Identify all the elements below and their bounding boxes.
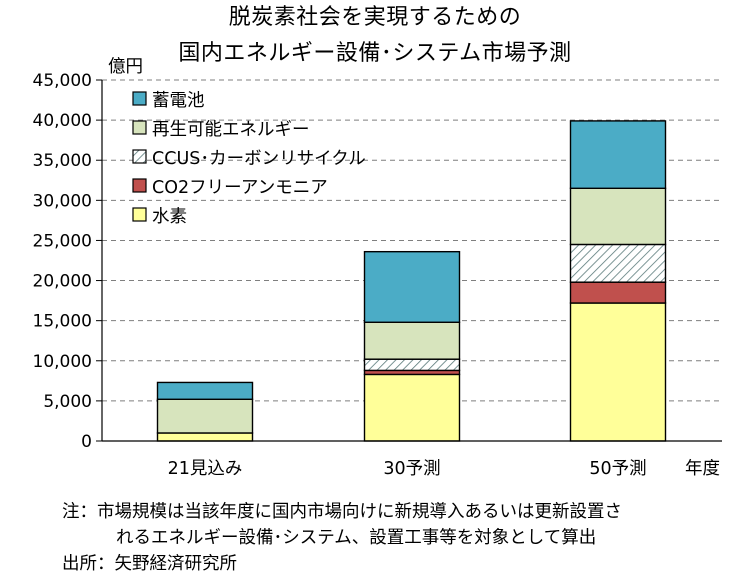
y-tick-label: 20,000 [33, 272, 92, 292]
legend-label: 水素 [152, 207, 187, 227]
x-tick-label: 50予測 [589, 459, 646, 479]
y-tick-label: 0 [81, 432, 92, 452]
y-tick-label: 10,000 [33, 352, 92, 372]
footnote-line2: れるエネルギー設備･システム、設置工事等を対象として算出 [116, 528, 597, 548]
legend-label: 蓄電池 [152, 91, 205, 111]
legend-swatch [132, 207, 147, 222]
legend-label: CO2フリーアンモニア [152, 178, 328, 198]
stacked-bar-chart: 0 5,000 10,000 15,000 20,000 25,000 30,000 35,0… [33, 57, 722, 479]
bar-segment [569, 187, 667, 246]
bar-segment [156, 381, 254, 400]
chart-title-line2: 国内エネルギー設備･システム市場予測 [178, 41, 572, 66]
y-tick-label: 35,000 [33, 151, 92, 171]
bar-segment [363, 358, 461, 372]
legend-swatch [132, 91, 147, 106]
bar-segment [156, 432, 254, 442]
legend-label: 再生可能エネルギー [152, 120, 310, 140]
y-tick-label: 5,000 [43, 392, 92, 412]
bar-segment [363, 321, 461, 360]
y-tick-label: 30,000 [33, 191, 92, 211]
x-tick-label: 30予測 [383, 459, 440, 479]
bar-segment [569, 302, 667, 442]
chart-title-line1: 脱炭素社会を実現するための [228, 5, 522, 30]
bar-segment [569, 120, 667, 189]
legend-label: CCUS･カーボンリサイクル [152, 149, 366, 169]
legend-swatch [132, 178, 147, 193]
bar-segment [569, 281, 667, 304]
legend-swatch [132, 149, 147, 164]
bars [156, 120, 667, 442]
y-tick-label: 45,000 [33, 71, 92, 91]
y-tick-label: 40,000 [33, 111, 92, 131]
bar-segment [363, 373, 461, 442]
source-note: 出所：矢野経済研究所 [62, 554, 237, 574]
bar-segment [569, 243, 667, 283]
axes: 0 5,000 10,000 15,000 20,000 25,000 30,000 35,0… [33, 57, 722, 479]
y-tick-label: 15,000 [33, 312, 92, 332]
x-tick-label: 21見込み [168, 459, 243, 479]
bar-segment [156, 398, 254, 434]
legend-swatch [132, 120, 147, 135]
footnote-line1: 注：市場規模は当該年度に国内市場向けに新規導入あるいは更新設置さ [62, 502, 622, 522]
bar-segment [363, 250, 461, 323]
y-axis-unit-label: 億円 [108, 57, 143, 77]
y-tick-label: 25,000 [33, 231, 92, 251]
x-axis-unit-label: 年度 [685, 459, 720, 479]
